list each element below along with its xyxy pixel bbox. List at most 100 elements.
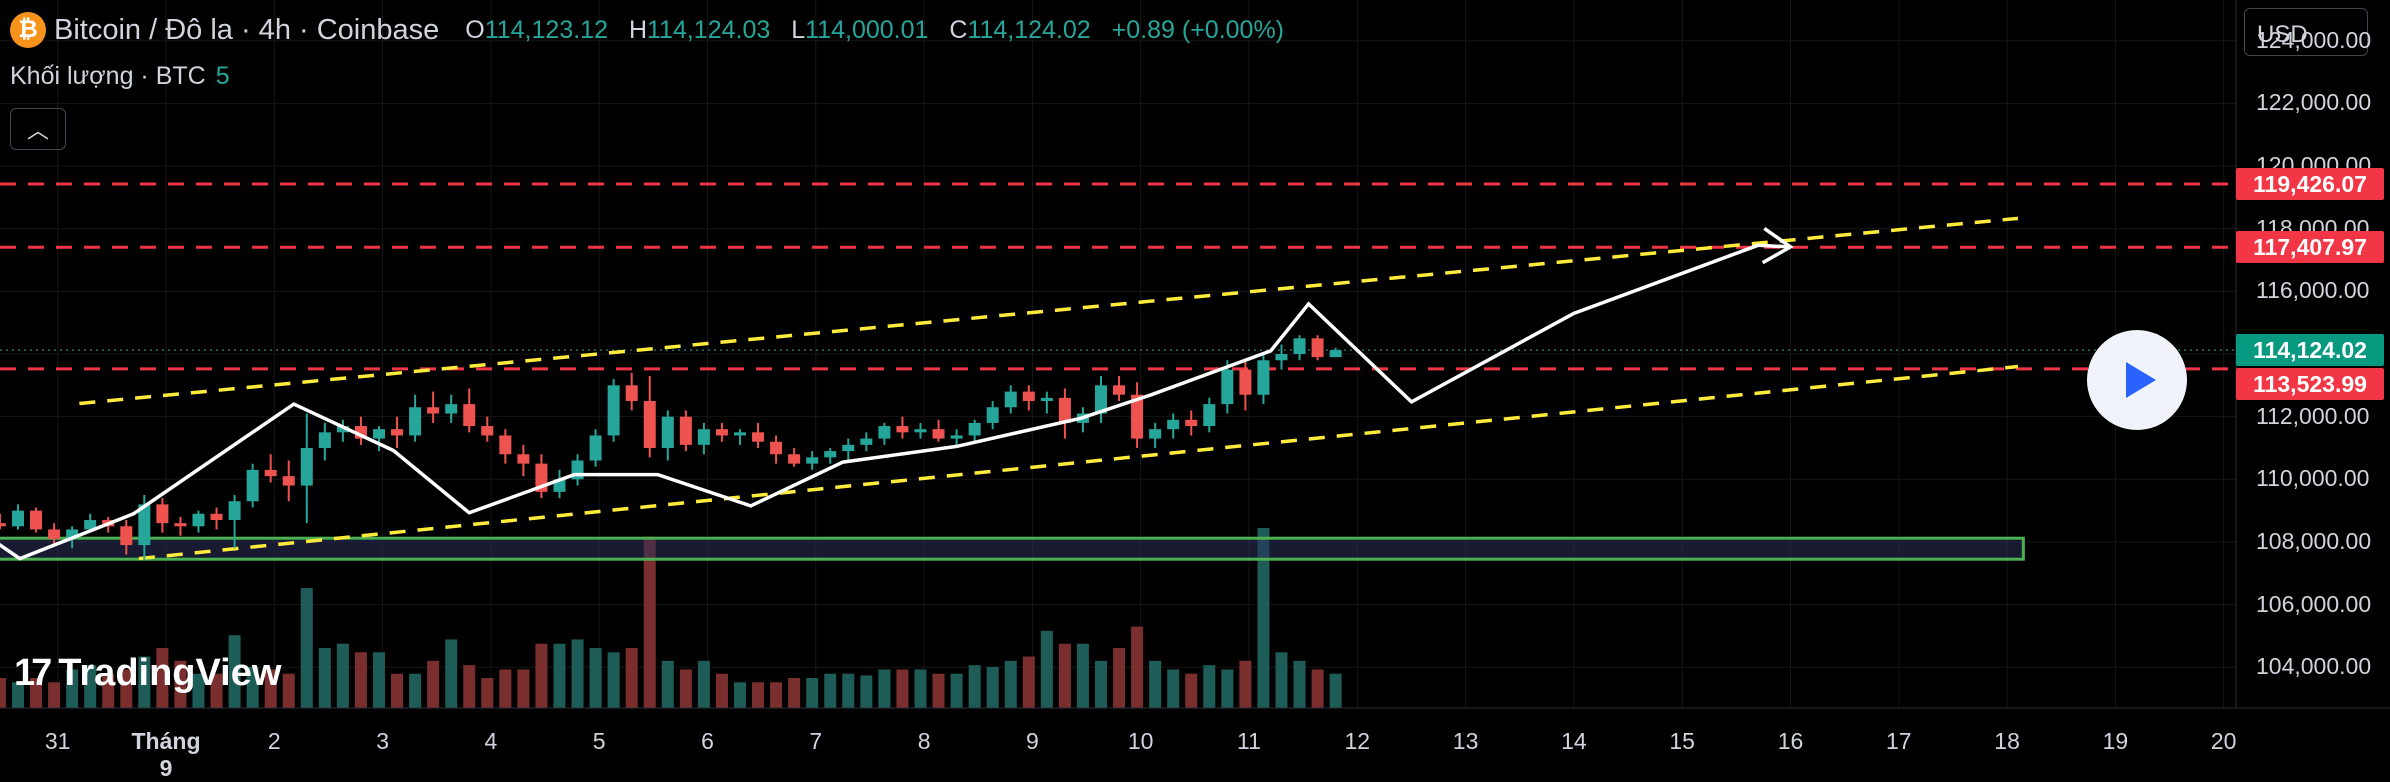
volume-bar [788,678,801,708]
candle-body [878,426,891,439]
price-tick-label: 122,000.00 [2256,89,2372,116]
time-tick-label: 8 [917,728,931,754]
volume-bar [860,675,873,708]
candle-body [282,476,295,486]
collapse-legend-button[interactable]: ︿ [10,108,66,150]
time-tick-label: 16 [1777,728,1804,754]
volume-bar [1203,665,1216,708]
volume-bar [48,682,61,708]
volume-bar [824,673,837,708]
time-tick-label: Tháng 9 [131,728,201,781]
volume-bar [30,678,43,708]
symbol-title[interactable]: Bitcoin / Đô la · 4h · Coinbase [54,13,440,46]
candle-body [0,523,6,527]
price-tick-label: 110,000.00 [2256,465,2370,492]
candle-body [463,404,476,427]
time-tick-label: 14 [1561,728,1587,754]
candle-body [84,520,97,530]
volume-bar [661,660,674,708]
symbol-legend: ₿ Bitcoin / Đô la · 4h · Coinbase O114,1… [10,12,1298,48]
candle-body [481,426,494,436]
currency-button[interactable]: USD [2244,8,2368,56]
candle-body [1167,419,1180,430]
volume-bar [1293,660,1306,708]
replay-button[interactable] [2087,330,2187,430]
candle-body [770,441,783,455]
candle-body [1239,369,1252,395]
volume-bar [481,678,494,708]
candle-body [336,426,349,433]
tradingview-logo[interactable]: 17 TradingView [14,652,281,695]
price-tick-label: 106,000.00 [2256,590,2372,617]
time-tick-label: 13 [1452,728,1479,754]
candle-body [192,513,205,527]
low-label: L [791,15,806,44]
volume-bar [625,648,638,708]
volume-bar [300,588,313,708]
volume-legend[interactable]: Khối lượng · BTC 5 [10,62,230,91]
candle-body [66,529,79,539]
time-tick-label: 31 [44,728,71,754]
candle-body [1113,385,1126,395]
volume-bar [643,536,656,708]
candle-body [932,429,945,439]
time-tick-label: 17 [1886,728,1912,754]
candle-body [788,454,801,464]
volume-bar [607,652,620,708]
volume-bar [950,673,963,708]
volume-value: 5 [215,62,230,90]
open-label: O [465,15,485,44]
candle-body [30,510,43,530]
candle-body [246,469,259,502]
close-value: 114,124.02 [967,15,1091,44]
volume-bar [246,666,259,708]
level-price-tag: 117,407.97 [2236,231,2384,264]
time-tick-label: 3 [376,728,389,754]
volume-bar [715,673,728,708]
candle-body [914,429,927,433]
volume-bar [1076,643,1089,708]
channel-lower-line [138,364,2019,561]
candle-body [228,501,241,521]
volume-bar [336,643,349,708]
candle-body [174,523,187,527]
time-tick-label: 11 [1237,728,1261,754]
candle-body [806,457,819,464]
volume-bar [192,673,205,708]
price-tick-label: 116,000.00 [2256,277,2370,304]
bitcoin-icon: ₿ [10,12,46,48]
volume-bar [1022,656,1035,708]
volume-bar [968,665,981,708]
candle-body [156,504,169,524]
candle-body [1329,350,1342,358]
volume-bar [535,643,548,708]
volume-bar [102,673,115,708]
candle-body [625,385,638,401]
open-value: 114,123.12 [484,15,608,44]
candle-body [318,432,331,448]
current-price-tag: 114,124.02 [2236,334,2384,367]
time-tick-label: 10 [1127,728,1154,754]
volume-bar [0,678,6,708]
candle-body [1058,397,1071,423]
volume-bar [752,682,765,708]
volume-bar [463,665,476,708]
candle-body [1149,429,1162,439]
time-tick-label: 6 [701,728,714,754]
price-tick-label: 124,000.00 [2256,26,2372,53]
support-zone [0,536,2025,561]
volume-bar [679,669,692,708]
volume-label: Khối lượng · BTC [10,62,206,90]
time-tick-label: 5 [592,728,606,754]
candle-body [1293,338,1306,354]
change-value: +0.89 (+0.00%) [1111,15,1285,44]
volume-bar [1004,660,1017,708]
volume-bar [282,673,295,708]
volume-bar [589,648,602,708]
time-tick-label: 18 [1994,728,2020,754]
volume-bar [896,669,909,708]
candle-body [1221,369,1234,405]
volume-bar [1040,630,1053,708]
volume-bar [1167,669,1180,708]
